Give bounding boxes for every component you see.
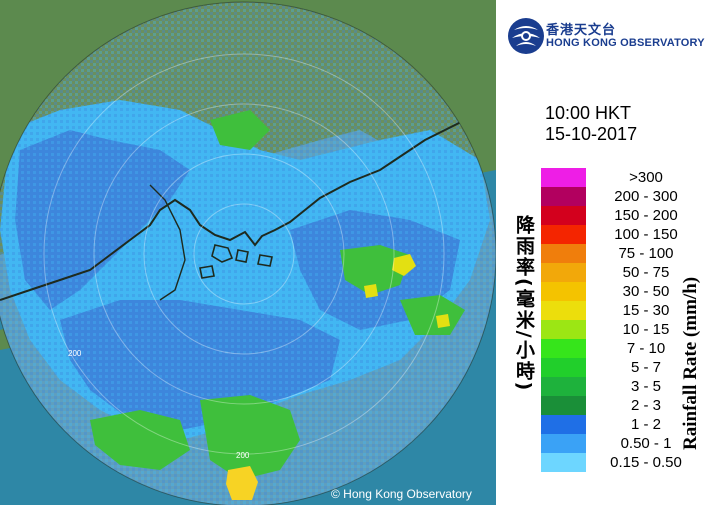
- legend-swatch: [541, 225, 586, 244]
- legend-label: 100 - 150: [614, 226, 678, 243]
- legend-swatch: [541, 339, 586, 358]
- legend-swatch: [541, 244, 586, 263]
- rain-echo-yellow-4: [436, 314, 450, 328]
- legend-label: 0.15 - 0.50: [610, 454, 682, 471]
- observation-date: 15-10-2017: [545, 124, 638, 144]
- legend-swatch: [541, 358, 586, 377]
- legend-swatch: [541, 434, 586, 453]
- legend-swatch: [541, 263, 586, 282]
- legend-swatch: [541, 377, 586, 396]
- radar-map[interactable]: 200 200 © Hong Kong Observatory: [0, 0, 496, 505]
- legend-label: 1 - 2: [630, 416, 661, 433]
- range-ring-label-south: 200: [236, 451, 250, 460]
- rain-echo-green-3: [340, 245, 410, 295]
- coastline-islands: [199, 244, 273, 279]
- legend-label: 7 - 10: [626, 340, 666, 357]
- rain-echo-green-2: [200, 395, 300, 480]
- range-ring-center: [193, 203, 295, 305]
- legend-labels: >300 200 - 300 150 - 200 100 - 150 75 - 100 5…: [590, 168, 710, 472]
- legend-label: 3 - 5: [630, 378, 661, 395]
- legend-title-chinese: 降雨率(毫米/小時): [513, 215, 535, 393]
- legend-panel: 香港天文台 HONG KONG OBSERVATORY 10:00 HKT 15…: [496, 0, 721, 505]
- range-ring-label: 200: [68, 349, 82, 358]
- legend-label: 15 - 30: [622, 302, 670, 319]
- legend-swatch: [541, 320, 586, 339]
- legend-label: 50 - 75: [622, 264, 670, 281]
- legend-label: 2 - 3: [630, 397, 661, 414]
- legend-swatch: [541, 187, 586, 206]
- legend-swatch: [541, 396, 586, 415]
- coastline: [0, 109, 496, 301]
- range-ring-middle: [93, 103, 395, 405]
- legend-label: 75 - 100: [618, 245, 674, 262]
- rain-echo-green-4: [210, 110, 270, 150]
- legend-label: 150 - 200: [614, 207, 678, 224]
- hko-logo-icon: [508, 18, 544, 54]
- logo-chinese-text: 香港天文台: [546, 22, 617, 37]
- logo-english-text: HONG KONG OBSERVATORY: [546, 37, 705, 49]
- legend-label: >300: [629, 169, 663, 186]
- hko-logo: [508, 18, 544, 54]
- rain-echo-green: [90, 410, 190, 470]
- legend-label: 5 - 7: [630, 359, 661, 376]
- copyright-text: © Hong Kong Observatory: [331, 487, 472, 501]
- rain-echo-yellow: [226, 466, 258, 500]
- legend-label: 10 - 15: [622, 321, 670, 338]
- legend-swatch: [541, 415, 586, 434]
- legend-label: 30 - 50: [622, 283, 670, 300]
- legend-swatch: [541, 168, 586, 187]
- pearl-river-estuary: [149, 184, 186, 301]
- legend-swatch: [541, 453, 586, 472]
- legend-label: 0.50 - 1: [620, 435, 672, 452]
- observation-time: 10:00 HKT: [545, 103, 632, 123]
- rain-echo-yellow-2: [392, 254, 416, 276]
- rain-echo-yellow-3: [364, 284, 378, 298]
- legend-color-scale: [541, 168, 586, 472]
- legend-swatch: [541, 206, 586, 225]
- legend-title-english: Rainfall Rate (mm/h): [680, 276, 701, 450]
- legend-swatch: [541, 282, 586, 301]
- radar-disc-edge: [0, 1, 496, 505]
- legend-label: 200 - 300: [614, 188, 678, 205]
- legend-swatch: [541, 301, 586, 320]
- range-ring-inner: [143, 153, 345, 355]
- range-ring-outer: [43, 53, 445, 455]
